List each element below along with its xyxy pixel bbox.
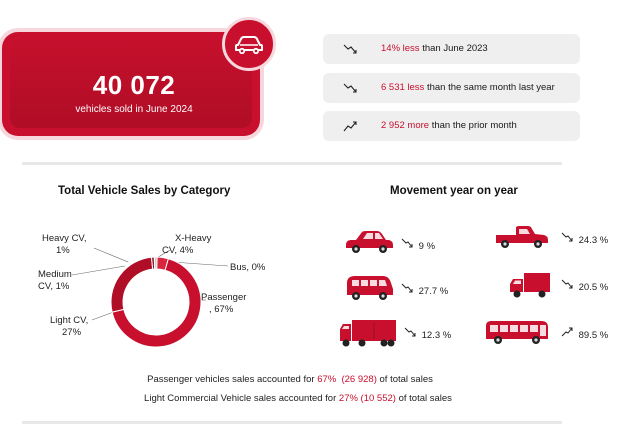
category-chart-title: Total Vehicle Sales by Category [58,185,231,197]
trend-down-icon [401,238,413,248]
donut-slice-light-cv [110,256,154,313]
leader-line-medium [71,265,126,276]
movement-car-value: 9 % [418,241,436,252]
movement-heavy-truck: 12.3 % [403,326,451,341]
stat-text: than the prior month [431,120,517,131]
donut-label-passenger: Passenger, 67% [201,292,247,315]
hero-card-inner: 40 072 vehicles sold in June 2024 [10,40,252,128]
truck-icon [510,273,550,298]
heavy-truck-icon [340,320,396,347]
movement-pickup: 24.3 % [560,231,608,246]
donut-slice-medium-cv [150,256,156,270]
car-icon [346,231,393,253]
total-sales-number: 40 072 [92,70,176,100]
donut-label-light-cv: Light CV, 27% [50,315,89,338]
leader-line-heavy [93,247,129,263]
car-badge [222,17,276,71]
donut-label-medium-cv: Medium CV, 1% [38,269,72,292]
minibus-icon [347,276,393,300]
movement-title: Movement year on year [390,185,518,197]
trend-down-icon [343,83,357,93]
trend-down-icon [561,279,573,289]
movement-bus-value: 89.5 % [578,330,609,341]
donut-slice-x-heavy-cv [156,256,169,271]
movement-truck: 20.5 % [560,278,608,293]
trend-down-icon [343,44,357,54]
bottom-divider [22,421,562,424]
movement-minibus-value: 27.7 % [418,286,449,297]
trend-down-icon [561,232,573,242]
movement-minibus: 27.7 % [400,282,448,297]
donut-label-heavy-cv: Heavy CV, 1% [42,233,87,256]
donut-label-bus: Bus, 0% [230,262,266,273]
bus-icon [486,321,548,344]
trend-down-icon [401,283,413,293]
donut-slice-heavy-cv [153,256,158,270]
stat-text: than the same month last year [426,82,555,93]
movement-pickup-value: 24.3 % [578,235,609,246]
stat-highlight: 14% less [381,43,420,54]
pickup-truck-icon [496,226,548,248]
stat-pill-vs-june-2023: 14% less than June 2023 [323,34,580,64]
movement-car: 9 % [400,237,435,252]
lcv-share-note: Light Commercial Vehicle sales accounted… [144,393,452,404]
movement-bus: 89.5 % [560,326,608,341]
trend-up-icon [561,327,573,337]
stat-pill-vs-prior-month: 2 952 more than the prior month [323,111,580,141]
movement-heavy-truck-value: 12.3 % [421,330,452,341]
stat-pill-vs-last-year: 6 531 less than the same month last year [323,73,580,103]
trend-down-icon [404,327,416,337]
stat-highlight: 2 952 more [381,120,430,131]
donut-label-xheavy-cv: X-Heavy CV, 4% [162,233,212,256]
leader-line-light [91,309,120,321]
total-sales-subtitle: vehicles sold in June 2024 [75,104,193,115]
movement-truck-value: 20.5 % [578,282,609,293]
section-divider [22,162,562,165]
car-icon [235,36,263,54]
stat-highlight: 6 531 less [381,82,425,93]
hero-card: 40 072 vehicles sold in June 2024 [2,32,260,136]
stat-text: than June 2023 [422,43,488,54]
donut-slice-passenger [111,258,202,348]
trend-up-icon [343,121,357,132]
leader-line-bus [157,260,229,267]
passenger-share-note: Passenger vehicles sales accounted for 6… [147,374,433,385]
